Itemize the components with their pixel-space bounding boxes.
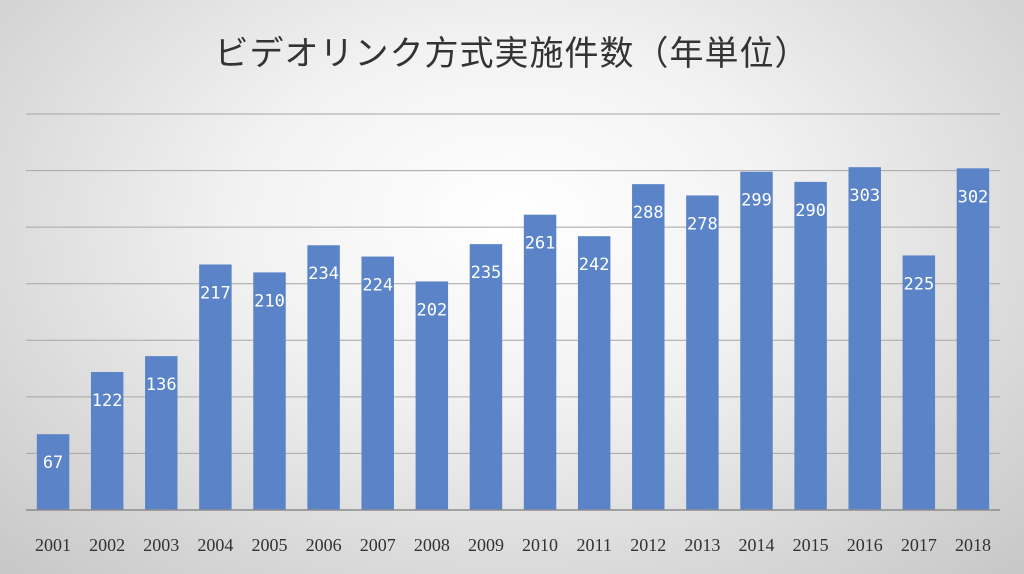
data-label-2001: 67 xyxy=(43,453,63,473)
bar-2011 xyxy=(577,236,611,511)
x-tick-label-2013: 2013 xyxy=(684,535,720,555)
bar-2017 xyxy=(902,255,936,510)
data-label-2012: 288 xyxy=(633,203,664,223)
x-tick-label-2016: 2016 xyxy=(847,535,883,555)
x-tick-label-2005: 2005 xyxy=(252,535,288,555)
chart-title: ビデオリンク方式実施件数（年単位） xyxy=(214,34,810,74)
data-label-2002: 122 xyxy=(92,391,123,411)
bar-2018 xyxy=(956,168,990,510)
x-tick-label-2002: 2002 xyxy=(89,535,125,555)
data-label-2016: 303 xyxy=(849,186,880,206)
x-tick-label-2012: 2012 xyxy=(630,535,666,555)
x-tick-label-2003: 2003 xyxy=(143,535,179,555)
x-tick-label-2018: 2018 xyxy=(955,535,991,555)
bar-2009 xyxy=(469,244,503,510)
bar-2005 xyxy=(253,272,286,510)
x-tick-label-2006: 2006 xyxy=(306,535,342,555)
data-labels: 67 122 136 217 210 234 224 202 235 261 242 288 278 29… xyxy=(43,186,988,473)
x-tick-label-2009: 2009 xyxy=(468,535,504,555)
gridlines xyxy=(26,113,1000,454)
data-label-2011: 242 xyxy=(579,255,610,275)
bar-2010 xyxy=(523,214,557,510)
x-tick-label-2001: 2001 xyxy=(35,535,71,555)
data-label-2009: 235 xyxy=(471,263,502,283)
x-tick-label-2004: 2004 xyxy=(197,535,233,555)
data-label-2005: 210 xyxy=(254,291,285,311)
data-label-2007: 224 xyxy=(362,276,393,296)
bar-2001 xyxy=(36,434,70,510)
bar-2014 xyxy=(740,171,773,510)
bar-2012 xyxy=(632,184,665,511)
bar-2004 xyxy=(199,264,232,510)
bar-2006 xyxy=(307,245,340,510)
x-tick-label-2008: 2008 xyxy=(414,535,450,555)
x-tick-labels: 2001 2002 2003 2004 2005 2006 2007 2008 2009 2010… xyxy=(35,535,991,555)
x-tick-label-2015: 2015 xyxy=(793,535,829,555)
data-label-2017: 225 xyxy=(903,274,934,294)
bar-2007 xyxy=(361,256,394,510)
x-tick-label-2010: 2010 xyxy=(522,535,558,555)
x-tick-label-2011: 2011 xyxy=(576,535,611,555)
bar-2002 xyxy=(90,371,124,510)
bar-2008 xyxy=(415,281,449,510)
bar-2015 xyxy=(794,181,827,510)
data-label-2003: 136 xyxy=(146,375,177,395)
bar-2016 xyxy=(848,167,881,511)
bar-2013 xyxy=(686,195,719,510)
x-tick-label-2014: 2014 xyxy=(739,535,775,555)
bars xyxy=(36,167,990,511)
x-tick-label-2007: 2007 xyxy=(360,535,396,555)
data-label-2004: 217 xyxy=(200,283,231,303)
data-label-2008: 202 xyxy=(416,300,447,320)
data-label-2018: 302 xyxy=(958,187,989,207)
x-tick-label-2017: 2017 xyxy=(901,535,937,555)
data-label-2014: 299 xyxy=(741,191,772,211)
data-label-2015: 290 xyxy=(795,201,826,221)
bar-2003 xyxy=(145,356,178,510)
data-label-2006: 234 xyxy=(308,264,339,284)
data-label-2010: 261 xyxy=(525,234,556,254)
data-label-2013: 278 xyxy=(687,214,718,234)
